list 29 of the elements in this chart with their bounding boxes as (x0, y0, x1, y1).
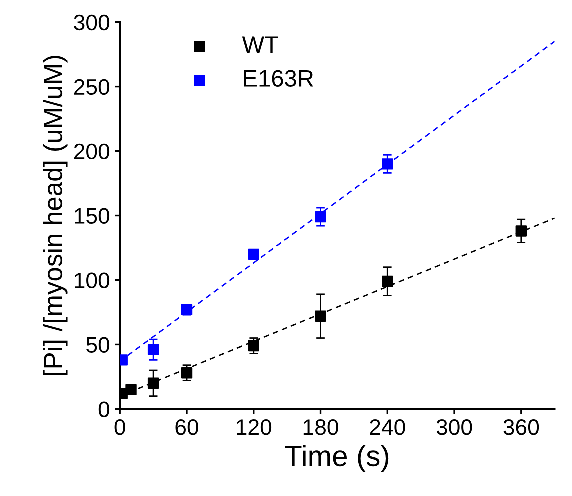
point (148, 344, 160, 356)
x-axis-title: Time (s) (285, 445, 389, 472)
point (248, 248, 260, 260)
point (126, 384, 137, 396)
y-tick-label: 200 (74, 144, 110, 160)
point (516, 226, 528, 237)
x-tick-label: 300 (436, 420, 472, 436)
legend-label: E163R (244, 70, 314, 87)
y-tick-label: 100 (75, 272, 110, 289)
y-tick-label: 150 (75, 208, 110, 224)
point (248, 340, 260, 352)
point (382, 276, 394, 288)
x-tick-label: 60 (176, 420, 198, 436)
x-tick-label: 180 (304, 420, 338, 436)
x-tick-label: 360 (504, 420, 540, 436)
x-tick-label: 0 (114, 420, 126, 436)
point (382, 158, 394, 170)
y-axis-title: [Pi] /[myosin head] (uM/uM) (43, 56, 68, 376)
point (148, 378, 160, 390)
legend-label: WT (242, 36, 278, 53)
x-tick-label: 240 (370, 420, 406, 436)
point (315, 310, 326, 322)
point (181, 367, 193, 379)
y-tick-label: 50 (86, 337, 110, 353)
y-tick-label: 300 (74, 14, 110, 31)
x-tick-label: 120 (237, 420, 272, 436)
point (315, 211, 326, 223)
y-tick-label: 0 (98, 402, 110, 418)
y-tick-label: 250 (74, 79, 110, 96)
